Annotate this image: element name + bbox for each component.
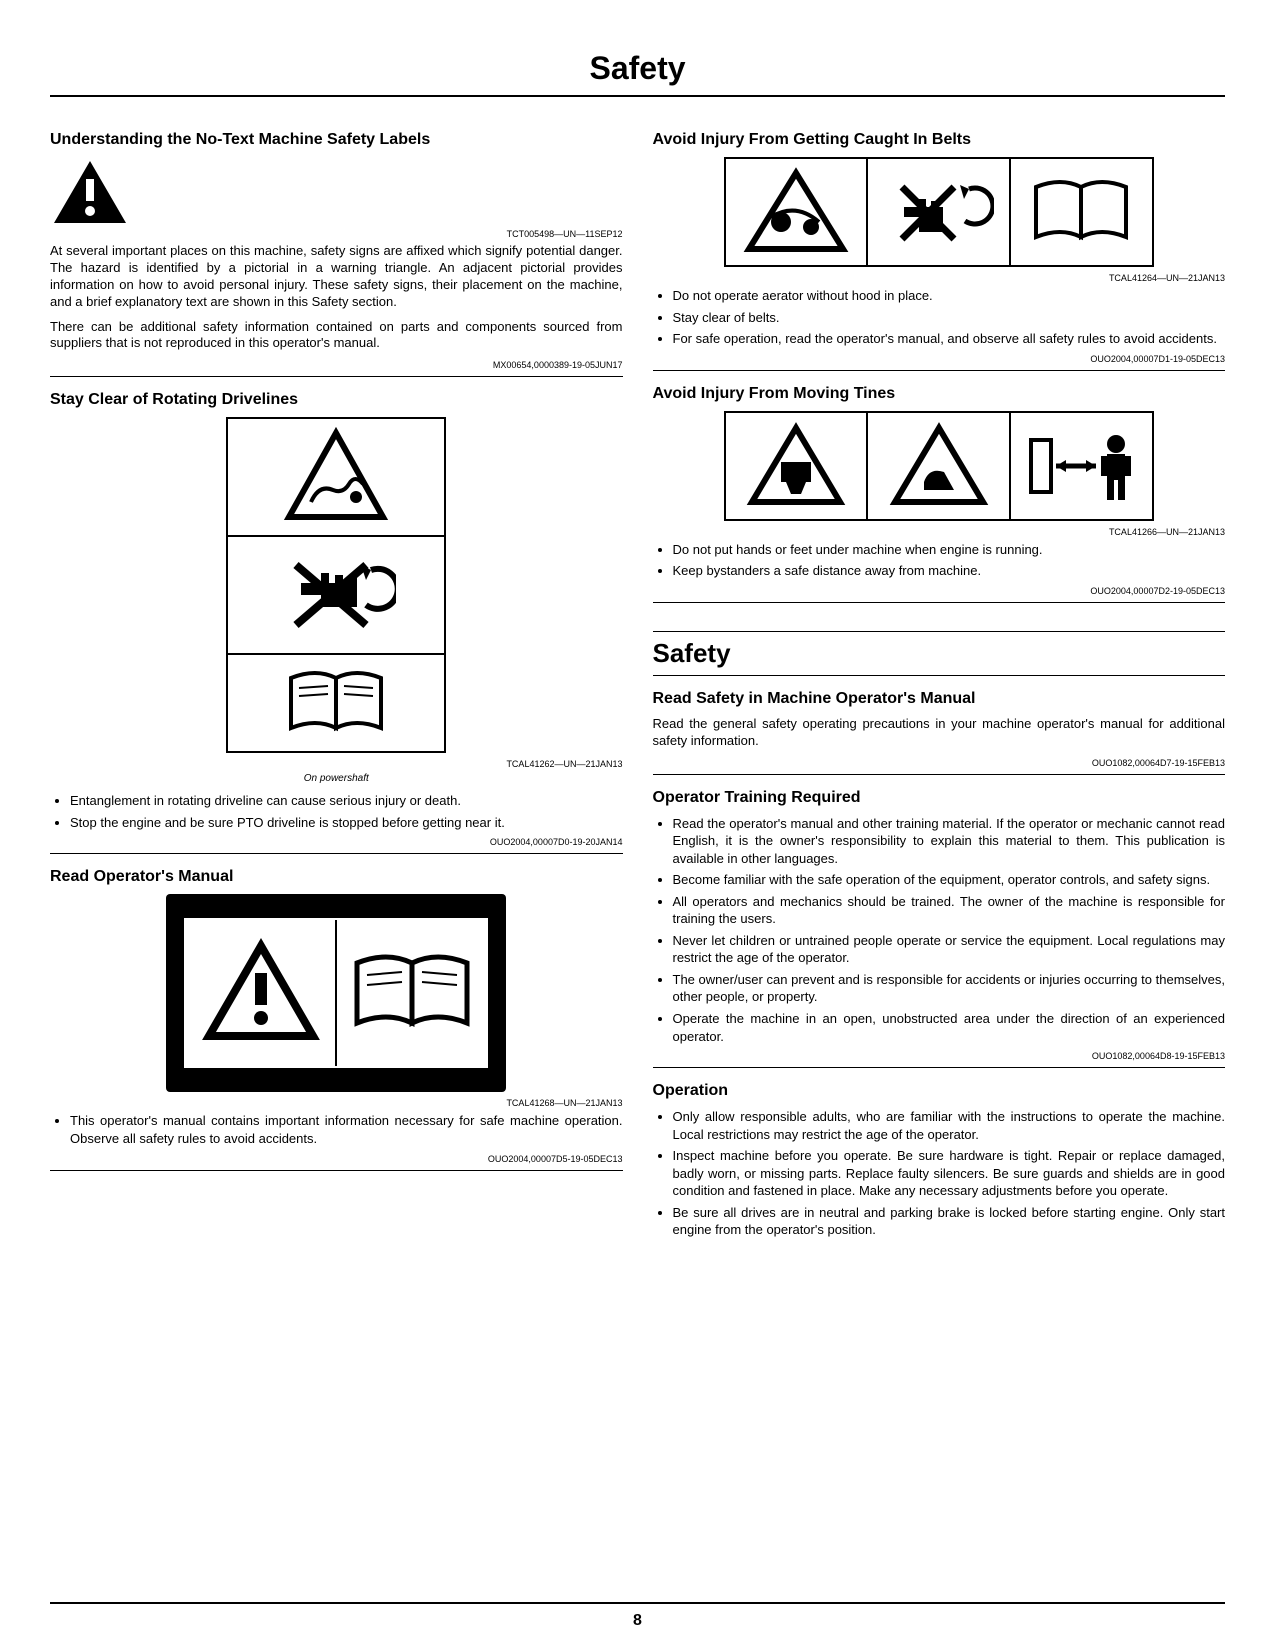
list-item: The owner/user can prevent and is respon… [673, 971, 1226, 1006]
list-item: Read the operator's manual and other tra… [673, 815, 1226, 868]
list-item: Entanglement in rotating driveline can c… [70, 792, 623, 810]
bullet-list: Only allow responsible adults, who are f… [653, 1108, 1226, 1239]
ref-code: TCAL41268—UN—21JAN13 [50, 1098, 623, 1108]
list-item: Only allow responsible adults, who are f… [673, 1108, 1226, 1143]
page-number: 8 [50, 1602, 1225, 1630]
no-touch-rotating-icon [868, 159, 1011, 265]
ref-code: OUO1082,00064D7-19-15FEB13 [653, 758, 1226, 768]
ref-code: OUO2004,00007D0-19-20JAN14 [50, 837, 623, 847]
list-item: Become familiar with the safe operation … [673, 871, 1226, 889]
warning-triangle-icon [186, 920, 337, 1066]
ref-code: OUO2004,00007D1-19-05DEC13 [653, 354, 1226, 364]
ref-code: OUO2004,00007D5-19-05DEC13 [50, 1154, 623, 1164]
heading-drivelines: Stay Clear of Rotating Drivelines [50, 391, 623, 409]
list-item: Be sure all drives are in neutral and pa… [673, 1204, 1226, 1239]
bystander-distance-icon [1011, 413, 1152, 519]
ref-code: TCT005498—UN—11SEP12 [50, 229, 623, 239]
tines-pictogram [724, 411, 1154, 521]
heading-tines: Avoid Injury From Moving Tines [653, 385, 1226, 403]
belt-pictogram [724, 157, 1154, 267]
list-item: Operate the machine in an open, unobstru… [673, 1010, 1226, 1045]
heading-no-text-labels: Understanding the No-Text Machine Safety… [50, 131, 623, 149]
ref-code: MX00654,0000389-19-05JUN17 [50, 360, 623, 370]
left-column: Understanding the No-Text Machine Safety… [50, 117, 623, 1245]
section-divider [653, 774, 1226, 775]
sub-safety-heading: Safety [653, 631, 1226, 676]
list-item: Do not put hands or feet under machine w… [673, 541, 1226, 559]
heading-belts: Avoid Injury From Getting Caught In Belt… [653, 131, 1226, 149]
section-divider [50, 1170, 623, 1171]
body-text: Read the general safety operating precau… [653, 716, 1226, 750]
caption-powershaft: On powershaft [50, 773, 623, 784]
list-item: All operators and mechanics should be tr… [673, 893, 1226, 928]
bullet-list: This operator's manual contains importan… [50, 1112, 623, 1147]
list-item: For safe operation, read the operator's … [673, 330, 1226, 348]
list-item: Keep bystanders a safe distance away fro… [673, 562, 1226, 580]
belt-hazard-icon [726, 159, 869, 265]
read-manual-icon [1011, 159, 1152, 265]
bullet-list: Entanglement in rotating driveline can c… [50, 792, 623, 831]
ref-code: OUO2004,00007D2-19-05DEC13 [653, 586, 1226, 596]
driveline-pictogram [226, 417, 446, 753]
page-title: Safety [50, 50, 1225, 97]
read-manual-icon [228, 655, 444, 751]
list-item: Inspect machine before you operate. Be s… [673, 1147, 1226, 1200]
warning-triangle-icon [50, 157, 623, 227]
list-item: This operator's manual contains importan… [70, 1112, 623, 1147]
read-manual-label [166, 894, 506, 1092]
no-touch-rotating-icon [228, 537, 444, 655]
ref-code: TCAL41262—UN—21JAN13 [50, 759, 623, 769]
ref-code: OUO1082,00064D8-19-15FEB13 [653, 1051, 1226, 1061]
heading-operation: Operation [653, 1082, 1226, 1100]
body-text: At several important places on this mach… [50, 243, 623, 311]
heading-training: Operator Training Required [653, 789, 1226, 807]
list-item: Never let children or untrained people o… [673, 932, 1226, 967]
list-item: Do not operate aerator without hood in p… [673, 287, 1226, 305]
section-divider [653, 1067, 1226, 1068]
ref-code: TCAL41266—UN—21JAN13 [653, 527, 1226, 537]
list-item: Stop the engine and be sure PTO drivelin… [70, 814, 623, 832]
bullet-list: Do not operate aerator without hood in p… [653, 287, 1226, 348]
bullet-list: Do not put hands or feet under machine w… [653, 541, 1226, 580]
section-divider [653, 370, 1226, 371]
two-column-layout: Understanding the No-Text Machine Safety… [50, 117, 1225, 1245]
hand-hazard-icon [726, 413, 869, 519]
section-divider [50, 376, 623, 377]
list-item: Stay clear of belts. [673, 309, 1226, 327]
right-column: Avoid Injury From Getting Caught In Belt… [653, 117, 1226, 1245]
foot-hazard-icon [868, 413, 1011, 519]
ref-code: TCAL41264—UN—21JAN13 [653, 273, 1226, 283]
heading-read-safety: Read Safety in Machine Operator's Manual [653, 690, 1226, 708]
heading-read-manual: Read Operator's Manual [50, 868, 623, 886]
entanglement-warning-icon [228, 419, 444, 537]
section-divider [50, 853, 623, 854]
body-text: There can be additional safety informati… [50, 319, 623, 353]
section-divider [653, 602, 1226, 603]
read-manual-icon [337, 920, 486, 1066]
bullet-list: Read the operator's manual and other tra… [653, 815, 1226, 1046]
